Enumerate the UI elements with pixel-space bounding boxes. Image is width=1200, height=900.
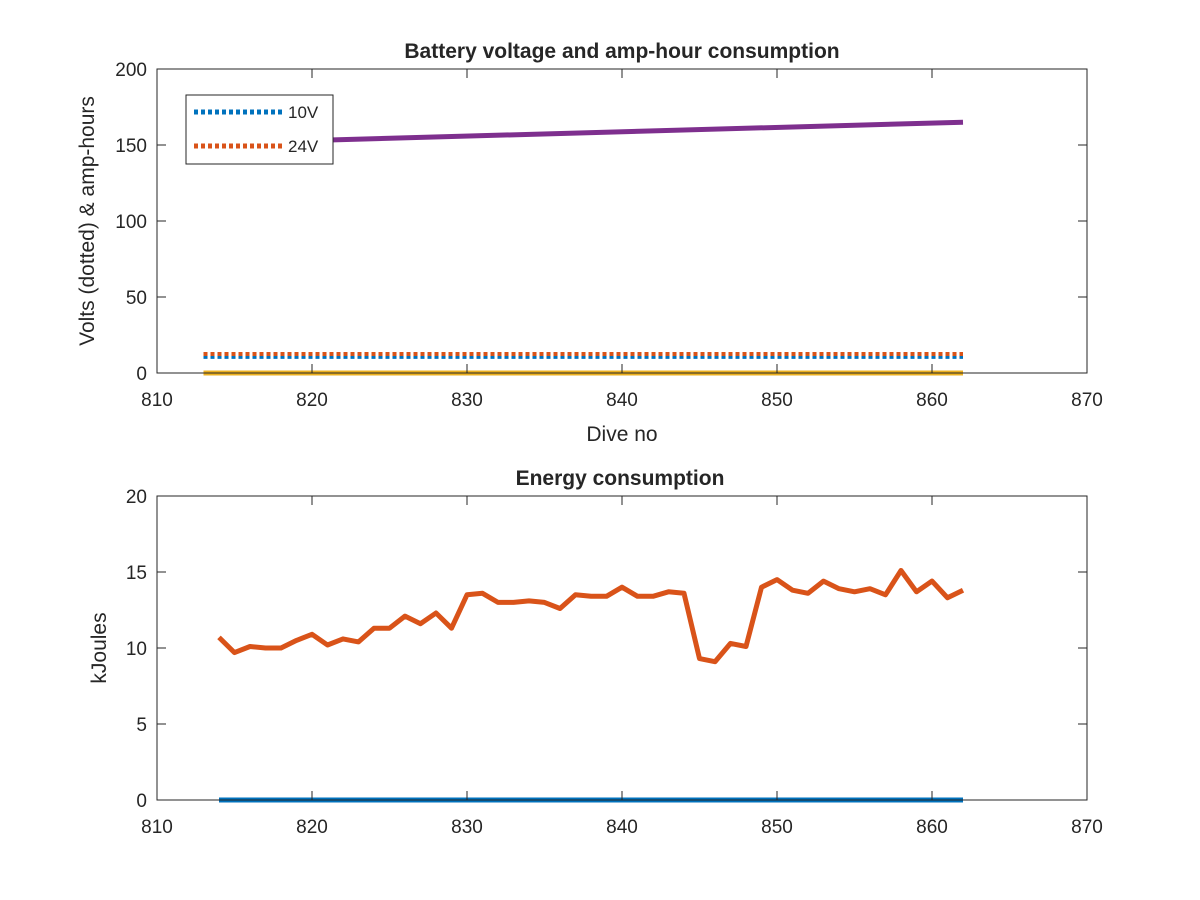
legend-entry-24v: 24V xyxy=(288,137,319,156)
x-axis-label: Dive no xyxy=(586,423,657,446)
y-tick-label: 150 xyxy=(115,136,147,157)
legend-box xyxy=(185,94,334,165)
x-tick-label: 830 xyxy=(451,817,483,838)
x-tick-label: 860 xyxy=(916,390,948,411)
x-tick-label: 870 xyxy=(1071,390,1103,411)
x-tick-label: 840 xyxy=(606,390,638,411)
legend-entry-10v: 10V xyxy=(288,103,319,122)
x-tick-label: 860 xyxy=(916,817,948,838)
plot-area xyxy=(157,496,1087,800)
energy-chart: 810 820 830 840 850 860 870 0 5 10 15 20 Energy con… xyxy=(88,467,1103,838)
voltage-amphour-chart: 810 820 830 840 850 860 870 0 50 100 150 200 Batter… xyxy=(76,40,1103,446)
x-tick-label: 810 xyxy=(141,817,173,838)
y-tick-label: 15 xyxy=(126,563,147,584)
y-axis-label: Volts (dotted) & amp-hours xyxy=(76,96,99,346)
x-tick-label: 840 xyxy=(606,817,638,838)
x-tick-label: 850 xyxy=(761,390,793,411)
x-tick-label: 830 xyxy=(451,390,483,411)
y-tick-label: 5 xyxy=(136,715,147,736)
y-tick-label: 0 xyxy=(136,364,147,385)
y-tick-label: 200 xyxy=(115,60,147,81)
x-tick-label: 820 xyxy=(296,817,328,838)
series-line-1-0 xyxy=(217,568,965,665)
x-tick-label: 820 xyxy=(296,390,328,411)
chart-title: Energy consumption xyxy=(516,467,725,490)
y-axis-label: kJoules xyxy=(88,612,111,683)
chart-title: Battery voltage and amp-hour consumption xyxy=(404,40,839,63)
y-tick-label: 100 xyxy=(115,212,147,233)
y-tick-label: 0 xyxy=(136,791,147,812)
y-tick-label: 10 xyxy=(126,639,147,660)
legend: 10V 24V xyxy=(185,94,334,165)
x-tick-label: 850 xyxy=(761,817,793,838)
x-tick-label: 810 xyxy=(141,390,173,411)
ticks-layer: 810 820 830 840 850 860 870 0 50 100 150 200 xyxy=(115,60,1103,411)
x-tick-label: 870 xyxy=(1071,817,1103,838)
y-tick-label: 20 xyxy=(126,487,147,508)
y-tick-label: 50 xyxy=(126,288,147,309)
ticks-layer: 810 820 830 840 850 860 870 0 5 10 15 20 xyxy=(126,487,1103,838)
